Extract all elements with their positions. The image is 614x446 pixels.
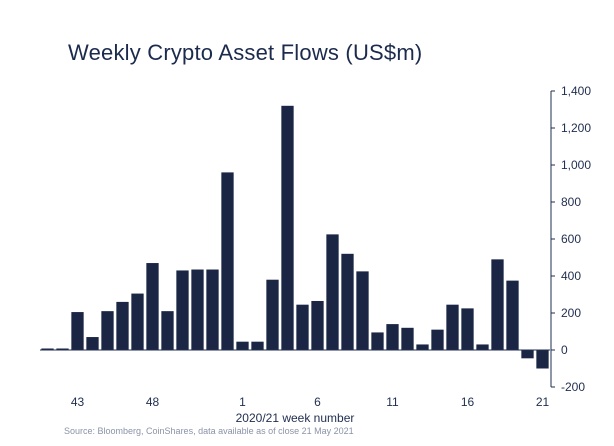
bar-week-5 <box>296 304 309 350</box>
x-tick-label: 1 <box>239 395 246 409</box>
x-tick-label: 48 <box>146 395 160 409</box>
bar-week-6 <box>311 300 324 350</box>
y-tick-label: -200 <box>561 380 585 394</box>
bar-week-13 <box>416 344 429 350</box>
bar-week-8 <box>341 253 354 350</box>
y-tick-label: 200 <box>561 306 581 320</box>
x-tick-label: 6 <box>314 395 321 409</box>
y-tick-label: 0 <box>561 343 568 357</box>
y-tick-label: 800 <box>561 195 581 209</box>
bar-week-41 <box>41 348 54 350</box>
bar-week-43 <box>71 312 84 350</box>
bar-week-53 <box>221 172 234 350</box>
x-tick-label: 21 <box>536 395 550 409</box>
y-tick-label: 1,400 <box>561 84 591 98</box>
bar-week-17 <box>476 344 489 350</box>
bar-week-9 <box>356 271 369 351</box>
bar-week-51 <box>191 269 204 350</box>
bar-week-45 <box>101 311 114 350</box>
bar-week-52 <box>206 269 219 350</box>
bar-week-4 <box>281 105 294 350</box>
bar-week-15 <box>446 304 459 350</box>
x-tick-label: 43 <box>71 395 85 409</box>
bar-week-10 <box>371 332 384 350</box>
bar-week-20 <box>521 350 534 359</box>
bar-week-3 <box>266 279 279 350</box>
bar-week-42 <box>56 348 69 350</box>
bar-week-19 <box>506 280 519 351</box>
bar-week-47 <box>131 293 144 350</box>
x-tick-label: 16 <box>461 395 475 409</box>
bar-week-14 <box>431 329 444 350</box>
x-axis-label: 2020/21 week number <box>236 411 355 425</box>
y-tick-label: 600 <box>561 232 581 246</box>
bar-week-49 <box>161 311 174 350</box>
x-tick-label: 11 <box>386 395 399 409</box>
y-axis-ticks: -200 0 200 400 600 800 1,000 1,200 1,400 <box>551 84 591 394</box>
bar-week-11 <box>386 324 399 350</box>
bar-week-2 <box>251 341 264 350</box>
bar-week-44 <box>86 337 99 350</box>
bars-group <box>41 105 549 369</box>
bar-week-21 <box>536 350 549 369</box>
bar-week-1 <box>236 341 249 350</box>
y-tick-label: 1,000 <box>561 158 591 172</box>
bar-week-12 <box>401 327 414 350</box>
bar-week-48 <box>146 263 159 350</box>
bar-week-16 <box>461 308 474 351</box>
y-tick-label: 400 <box>561 269 581 283</box>
bar-week-18 <box>491 259 504 350</box>
bar-week-50 <box>176 270 189 350</box>
source-note: Source: Bloomberg, CoinShares, data avai… <box>64 426 354 436</box>
chart-title: Weekly Crypto Asset Flows (US$m) <box>68 40 423 65</box>
x-axis-ticks: 43 48 1 6 11 16 21 <box>71 395 550 409</box>
y-tick-label: 1,200 <box>561 121 591 135</box>
bar-week-7 <box>326 234 339 351</box>
bar-week-46 <box>116 301 129 350</box>
